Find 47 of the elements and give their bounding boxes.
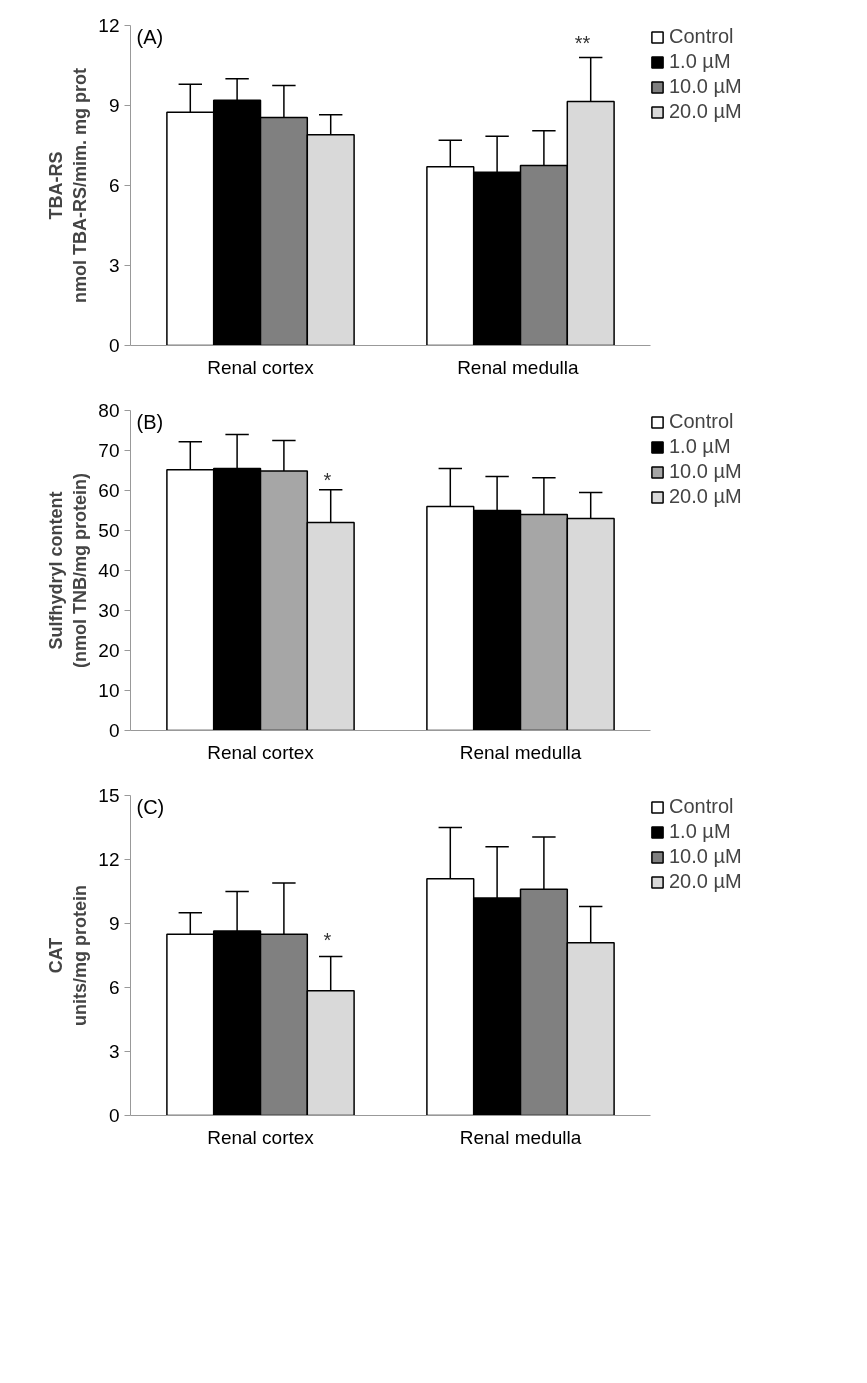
y-tick-label: 20 bbox=[98, 640, 120, 661]
y-axis-title: Sulfhydryl content (nmol TNB/mg protein) bbox=[46, 473, 91, 668]
y-tick-label: 80 bbox=[98, 400, 120, 421]
y-axis-title: CAT units/mg protein bbox=[46, 885, 91, 1026]
legend-label: 20.0 µM bbox=[669, 870, 742, 893]
y-tick-label: 0 bbox=[108, 720, 120, 741]
y-tick-label: 3 bbox=[108, 255, 120, 276]
legend-label: 1.0 µM bbox=[669, 820, 731, 843]
annotation: (A) bbox=[136, 25, 164, 48]
annotation: ** bbox=[574, 31, 591, 54]
legend-label: 1.0 µM bbox=[669, 435, 731, 458]
annotation: (C) bbox=[136, 795, 165, 818]
y-tick-label: 12 bbox=[98, 849, 120, 870]
x-tick-label: Renal cortex bbox=[207, 356, 315, 378]
y-tick-label: 12 bbox=[98, 15, 120, 36]
y-tick-label: 30 bbox=[98, 600, 120, 621]
legend-label: 10.0 µM bbox=[669, 75, 742, 98]
y-tick-label: 3 bbox=[108, 1041, 120, 1062]
x-tick-label: Renal cortex bbox=[207, 1126, 315, 1148]
legend-label: 1.0 µM bbox=[669, 50, 731, 73]
y-tick-label: 6 bbox=[108, 175, 120, 196]
legend-label: 10.0 µM bbox=[669, 460, 742, 483]
x-tick-label: Renal medulla bbox=[457, 356, 580, 378]
x-tick-label: Renal cortex bbox=[207, 741, 315, 763]
annotation: * bbox=[323, 928, 332, 951]
y-tick-label: 0 bbox=[108, 335, 120, 356]
x-tick-label: Renal medulla bbox=[459, 1126, 582, 1148]
y-tick-label: 60 bbox=[98, 480, 120, 501]
legend-label: Control bbox=[669, 795, 734, 818]
legend-label: Control bbox=[669, 25, 734, 48]
annotation: * bbox=[323, 468, 332, 491]
y-tick-label: 0 bbox=[108, 1105, 120, 1126]
legend-label: Control bbox=[669, 410, 734, 433]
legend-label: 10.0 µM bbox=[669, 845, 742, 868]
y-tick-label: 40 bbox=[98, 560, 120, 581]
legend-label: 20.0 µM bbox=[669, 100, 742, 123]
x-tick-label: Renal medulla bbox=[459, 741, 582, 763]
y-tick-label: 9 bbox=[108, 95, 120, 116]
y-tick-label: 15 bbox=[98, 785, 120, 806]
y-tick-label: 9 bbox=[108, 913, 120, 934]
y-tick-label: 10 bbox=[98, 680, 120, 701]
y-tick-label: 6 bbox=[108, 977, 120, 998]
annotation: (B) bbox=[136, 410, 164, 433]
legend-label: 20.0 µM bbox=[669, 485, 742, 508]
y-tick-label: 50 bbox=[98, 520, 120, 541]
y-tick-label: 70 bbox=[98, 440, 120, 461]
y-axis-title: TBA-RS nmol TBA-RS/mim. mg prot bbox=[46, 68, 91, 303]
